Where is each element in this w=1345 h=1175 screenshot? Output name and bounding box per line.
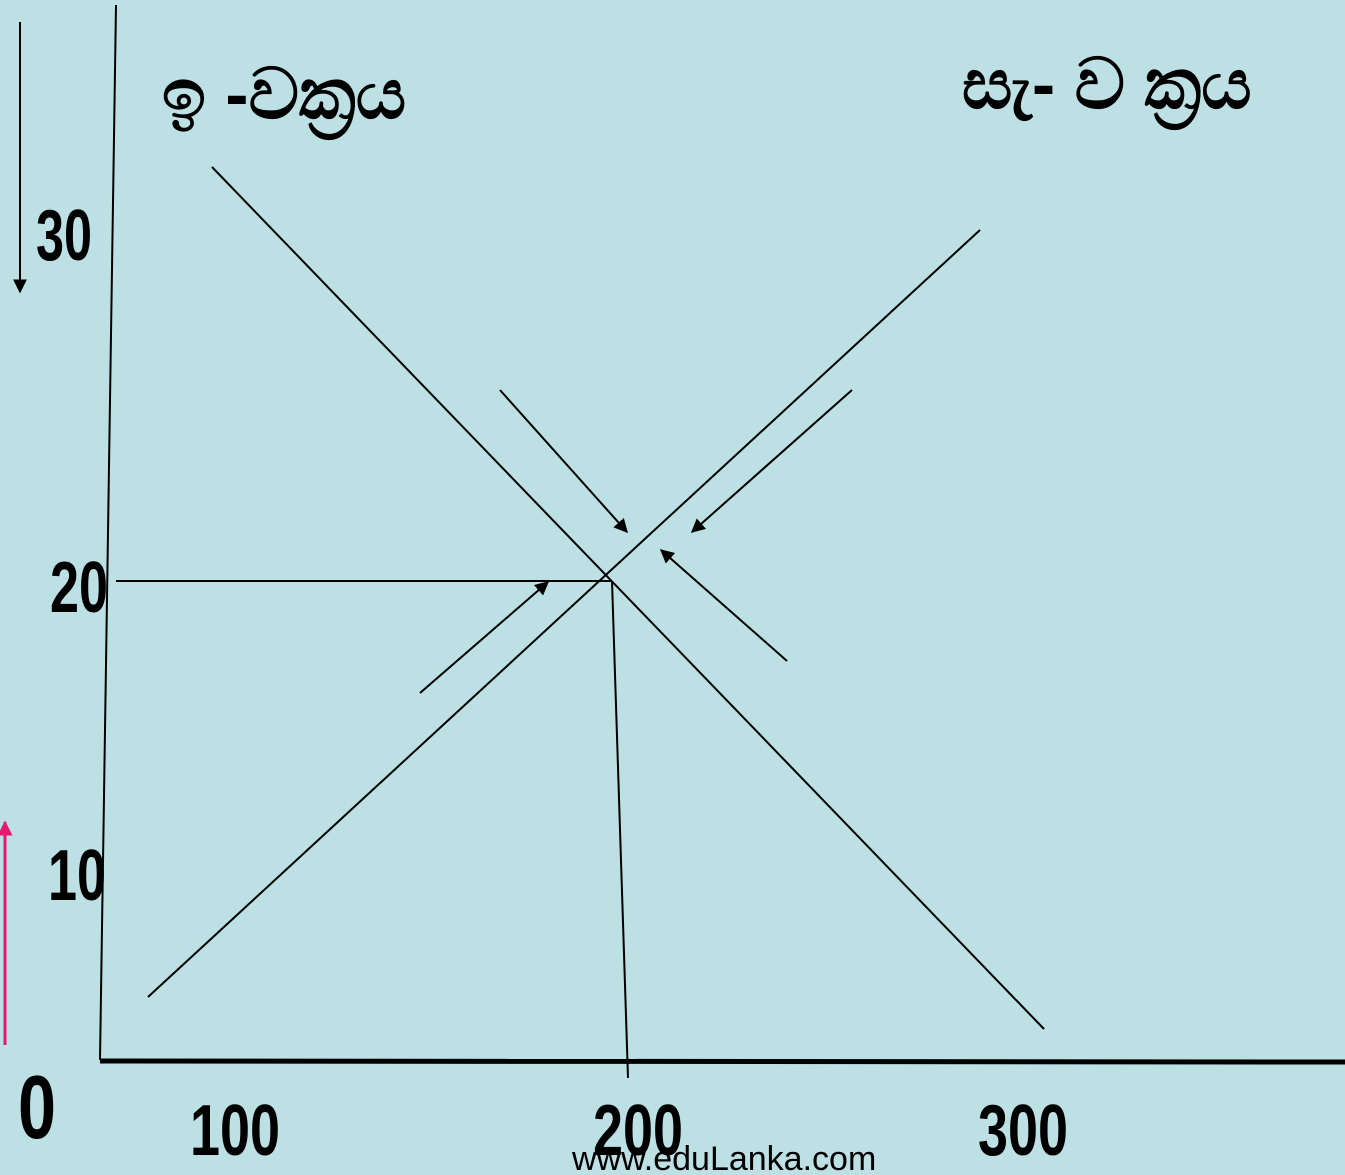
- y-axis: [99, 4, 117, 1061]
- arrow: [499, 389, 628, 534]
- origin-label: 0: [18, 1058, 56, 1158]
- supply-line: [147, 229, 981, 998]
- arrow: [659, 549, 788, 662]
- quantity-guide: [611, 580, 629, 1079]
- x-axis: [99, 1058, 1345, 1065]
- y-tick-label: 30: [36, 196, 92, 276]
- y-tick-label: 20: [50, 548, 108, 628]
- demand-label: ඉ -වක්‍රය: [162, 55, 406, 142]
- supply-label: සැ- ව ක්‍රය: [962, 45, 1252, 132]
- website: www.eduLanka.com: [571, 1140, 876, 1175]
- y-tick-label: 10: [48, 836, 106, 916]
- arrow: [419, 581, 550, 694]
- x-tick-label: 100: [190, 1091, 280, 1171]
- arrow: [690, 389, 853, 533]
- x-tick-label: 300: [978, 1091, 1068, 1171]
- demand-line: [211, 166, 1045, 1030]
- x-tick-label: 200: [593, 1091, 683, 1171]
